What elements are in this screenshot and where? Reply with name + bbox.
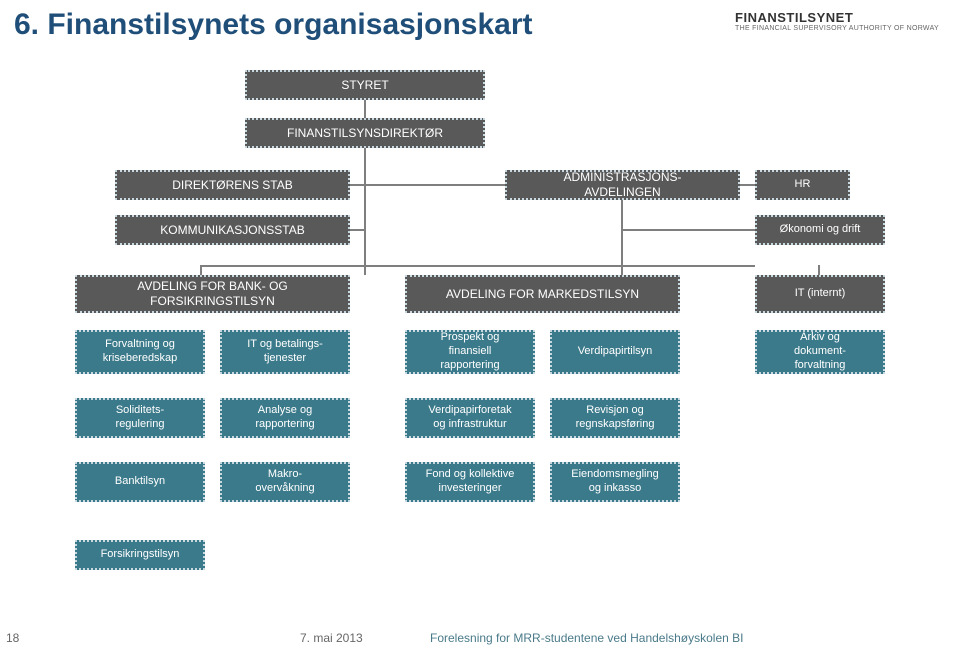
org-box-solid: Soliditets-regulering	[75, 398, 205, 438]
connector	[364, 100, 366, 118]
org-box-makro: Makro-overvåkning	[220, 462, 350, 502]
footer-date: 7. mai 2013	[300, 631, 363, 645]
org-box-styret: STYRET	[245, 70, 485, 100]
org-box-avd_bank: AVDELING FOR BANK- OGFORSIKRINGSTILSYN	[75, 275, 350, 313]
org-box-eiendom: Eiendomsmeglingog inkasso	[550, 462, 680, 502]
connector	[621, 200, 623, 275]
footer-page: 18	[6, 631, 19, 645]
org-box-forvalt: Forvaltning ogkriseberedskap	[75, 330, 205, 374]
org-box-vforetak: Verdipapirforetakog infrastruktur	[405, 398, 535, 438]
connector	[621, 229, 755, 231]
connector	[818, 265, 820, 275]
slide-title: 6. Finanstilsynets organisasjonskart	[14, 8, 533, 42]
connector	[740, 184, 755, 186]
org-box-analyse: Analyse ograpportering	[220, 398, 350, 438]
org-box-prospekt: Prospekt ogfinansiellrapportering	[405, 330, 535, 374]
org-box-forsikring: Forsikringstilsyn	[75, 540, 205, 570]
footer-note: Forelesning for MRR-studentene ved Hande…	[430, 631, 744, 645]
org-box-dir_stab: DIREKTØRENS STAB	[115, 170, 350, 200]
logo-subtitle: THE FINANCIAL SUPERVISORY AUTHORITY OF N…	[735, 25, 939, 32]
org-box-arkiv: Arkiv ogdokument-forvaltning	[755, 330, 885, 374]
org-box-komm: KOMMUNIKASJONSSTAB	[115, 215, 350, 245]
org-box-direktor: FINANSTILSYNSDIREKTØR	[245, 118, 485, 148]
logo: FINANSTILSYNET THE FINANCIAL SUPERVISORY…	[735, 10, 939, 32]
org-box-revisjon: Revisjon ogregnskapsføring	[550, 398, 680, 438]
connector	[200, 265, 621, 267]
org-box-hr: HR	[755, 170, 850, 200]
connector	[364, 148, 366, 275]
org-box-it_bet: IT og betalings-tjenester	[220, 330, 350, 374]
connector	[350, 229, 366, 231]
connector	[200, 265, 202, 275]
org-box-admin: ADMINISTRASJONS-AVDELINGEN	[505, 170, 740, 200]
org-box-avd_marked: AVDELING FOR MARKEDSTILSYN	[405, 275, 680, 313]
org-box-verdi: Verdipapirtilsyn	[550, 330, 680, 374]
connector	[350, 184, 505, 186]
org-box-it_int: IT (internt)	[755, 275, 885, 313]
org-box-bank: Banktilsyn	[75, 462, 205, 502]
org-box-okon: Økonomi og drift	[755, 215, 885, 245]
connector	[621, 265, 755, 267]
org-box-fond: Fond og kollektiveinvesteringer	[405, 462, 535, 502]
logo-name: FINANSTILSYNET	[735, 10, 939, 25]
